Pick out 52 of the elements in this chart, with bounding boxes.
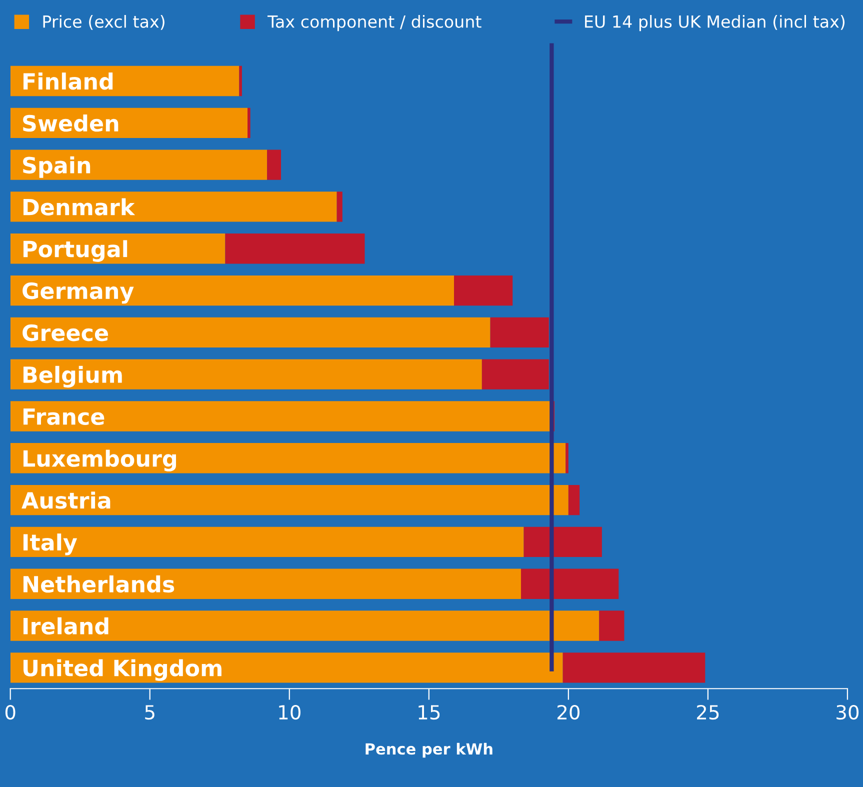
x-tick-label: 10 xyxy=(279,704,300,720)
bar xyxy=(10,150,268,180)
y-tick-label: Greece xyxy=(22,324,108,342)
bar xyxy=(562,652,706,683)
legend-label: Tax component / discount xyxy=(267,15,482,32)
bar xyxy=(239,66,242,96)
x-tick-label: 0 xyxy=(5,704,16,720)
bar xyxy=(10,401,552,432)
bar xyxy=(10,275,454,306)
bar xyxy=(10,568,521,599)
y-tick-label: Belgium xyxy=(24,366,122,388)
y-tick-label: Luxembourg xyxy=(24,450,176,472)
y-tick-label: Germany xyxy=(22,282,134,304)
x-tick-label: 30 xyxy=(836,704,859,720)
x-tick-label: 25 xyxy=(697,704,719,720)
bar xyxy=(10,192,337,222)
bar xyxy=(490,317,549,348)
y-tick-label: United Kingdom xyxy=(24,659,222,681)
bar xyxy=(248,108,250,138)
bar xyxy=(225,234,365,264)
y-tick-label: Sweden xyxy=(23,114,118,132)
bar xyxy=(599,610,624,641)
bar xyxy=(524,526,602,558)
bar xyxy=(482,359,549,390)
x-tick-label: 5 xyxy=(145,705,154,720)
y-tick-label: Netherlands xyxy=(24,575,174,593)
bar xyxy=(336,192,342,222)
y-tick-label: Denmark xyxy=(24,198,136,216)
x-tick-label: 20 xyxy=(557,704,580,720)
y-tick-label: Austria xyxy=(22,492,110,509)
bar xyxy=(566,443,568,474)
bar xyxy=(10,610,600,641)
y-tick-label: Portugal xyxy=(24,240,128,262)
x-tick-label: 15 xyxy=(418,705,440,720)
legend-label: Price (excl tax) xyxy=(43,15,164,30)
bar xyxy=(10,484,568,516)
y-tick-label: France xyxy=(24,408,104,425)
y-tick-label: Spain xyxy=(23,156,90,178)
bar xyxy=(568,484,580,516)
bar xyxy=(10,652,563,683)
bar xyxy=(454,275,513,306)
bar xyxy=(10,317,490,348)
y-tick-label: Italy xyxy=(24,534,78,556)
x-axis-title: Pence per kWh xyxy=(366,742,492,758)
bar xyxy=(520,568,619,599)
y-tick-label: Ireland xyxy=(24,617,108,635)
legend-label: EU 14 plus UK Median (incl tax) xyxy=(585,15,845,32)
bar xyxy=(10,526,524,558)
y-tick-label: Finland xyxy=(24,72,113,90)
bar xyxy=(10,443,566,474)
bar xyxy=(267,150,282,180)
bar xyxy=(10,359,482,390)
